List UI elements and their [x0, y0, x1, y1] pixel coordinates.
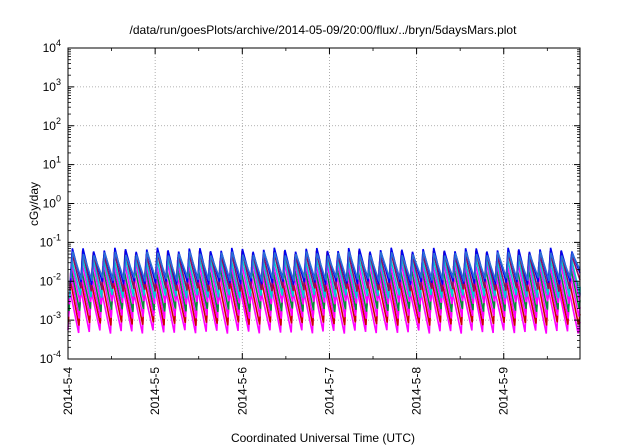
x-tick-label: 2014-5-6 [235, 367, 249, 415]
y-tick-label: 103 [43, 77, 61, 94]
y-tick-label: 10-2 [40, 271, 61, 288]
y-tick-label: 10-3 [40, 310, 61, 327]
y-axis: 10-4 10-3 10-2 10-1 100 101 102 103 104 [40, 38, 580, 366]
y-tick-label: 10-4 [40, 349, 61, 366]
x-axis-label: Coordinated Universal Time (UTC) [231, 431, 415, 445]
y-tick-label: 10-1 [40, 232, 61, 249]
y-tick-label: 104 [43, 38, 61, 55]
series-line [69, 247, 581, 286]
x-tick-label: 2014-5-4 [61, 367, 75, 415]
x-tick-label: 2014-5-5 [148, 367, 162, 415]
x-tick-label: 2014-5-7 [322, 367, 336, 415]
x-axis: 2014-5-4 2014-5-5 2014-5-6 2014-5-7 2014-5-8… [61, 48, 548, 415]
x-tick-label: 2014-5-8 [410, 367, 424, 415]
series-group [67, 247, 581, 334]
y-tick-label: 100 [43, 194, 61, 211]
series-line [69, 250, 581, 292]
y-tick-label: 102 [43, 116, 61, 133]
y-axis-label: cGy/day [27, 182, 41, 226]
chart-title: /data/run/goesPlots/archive/2014-05-09/2… [130, 23, 518, 37]
y-tick-label: 101 [43, 155, 61, 172]
x-tick-label: 2014-5-9 [497, 367, 511, 415]
series-line [69, 250, 581, 282]
